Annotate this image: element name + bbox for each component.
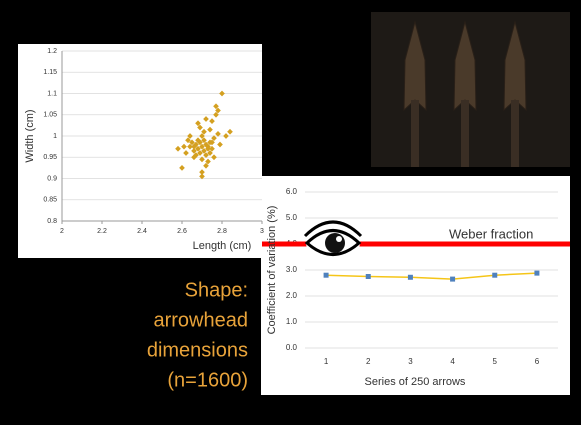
x-tick-label: 4 [450, 357, 455, 366]
y-tick-label: 1.15 [43, 69, 57, 76]
point [183, 150, 189, 156]
point [195, 145, 201, 152]
point [175, 145, 181, 152]
y-tick-label: 6.0 [286, 187, 298, 196]
x-axis-title: Series of 250 arrows [365, 376, 466, 388]
x-tick-label: 2 [366, 357, 371, 366]
point [203, 116, 209, 122]
point [207, 126, 213, 133]
y-tick-label: 2.0 [286, 291, 298, 300]
y-axis-title: Width (cm) [24, 109, 36, 162]
point [219, 90, 225, 97]
point [209, 118, 215, 124]
caption-line: arrowhead [153, 309, 248, 331]
y-axis-title: Coefficient of variation (%) [266, 206, 278, 335]
caption-line: Shape: [185, 279, 248, 301]
y-tick-label: 0.8 [47, 218, 57, 225]
reference-label: Weber fraction [449, 226, 533, 241]
photo [371, 12, 570, 167]
marker [450, 276, 456, 282]
y-tick-label: 0.85 [43, 197, 57, 204]
point [201, 137, 207, 144]
x-tick-label: 3 [408, 357, 413, 366]
point [211, 135, 217, 141]
point [187, 143, 193, 150]
point [215, 131, 221, 137]
caption-line: dimensions [147, 339, 248, 361]
point [205, 158, 211, 165]
point [199, 143, 205, 150]
y-tick-label: 0.95 [43, 154, 57, 161]
y-tick-label: 3.0 [286, 265, 298, 274]
point [227, 128, 233, 135]
point [223, 133, 229, 139]
y-tick-label: 0.0 [286, 343, 298, 352]
x-tick-label: 2.8 [217, 228, 227, 235]
x-tick-label: 5 [493, 357, 498, 366]
point [181, 143, 187, 150]
point [199, 133, 205, 139]
marker [407, 274, 413, 280]
point [209, 145, 215, 152]
point [199, 156, 205, 163]
y-tick-label: 1.05 [43, 112, 57, 119]
y-tick-label: 1 [53, 133, 57, 140]
eye-icon [303, 220, 363, 260]
point [211, 154, 217, 161]
point [197, 139, 203, 146]
point [191, 143, 197, 150]
point [201, 128, 207, 135]
marker [365, 274, 371, 279]
point [201, 148, 207, 154]
x-tick-label: 2.2 [97, 228, 107, 235]
point [197, 124, 203, 131]
point [185, 137, 191, 144]
point [199, 169, 205, 175]
point [205, 145, 211, 152]
marker [323, 272, 329, 278]
point [209, 139, 215, 146]
point [207, 150, 213, 156]
line-panel [261, 176, 570, 395]
point [213, 103, 219, 110]
y-tick-label: 1.0 [286, 317, 298, 326]
point [203, 162, 209, 169]
y-tick-label: 1.1 [47, 90, 57, 97]
point [215, 107, 221, 114]
point [187, 133, 193, 139]
x-tick-label: 2 [60, 228, 64, 235]
point [191, 148, 197, 154]
marker [534, 270, 540, 276]
point [213, 111, 219, 118]
point [197, 150, 203, 156]
caption-line: (n=1600) [167, 369, 248, 391]
point [195, 120, 201, 127]
y-tick-label: 0.9 [47, 175, 57, 182]
x-tick-label: 1 [324, 357, 329, 366]
point [203, 152, 209, 158]
point [189, 139, 195, 146]
y-tick-label: 1.2 [47, 48, 57, 55]
x-tick-label: 2.6 [177, 228, 187, 235]
y-tick-label: 5.0 [286, 213, 298, 222]
scatter-panel [18, 44, 262, 258]
point [217, 141, 223, 148]
x-tick-label: 2.4 [137, 228, 147, 235]
x-tick-label: 6 [535, 357, 540, 366]
x-tick-label: 3 [260, 228, 264, 235]
point [193, 152, 199, 158]
x-axis-title: Length (cm) [193, 240, 252, 252]
point [179, 165, 185, 171]
marker [492, 272, 498, 278]
point [199, 173, 205, 180]
series-line [326, 272, 537, 280]
